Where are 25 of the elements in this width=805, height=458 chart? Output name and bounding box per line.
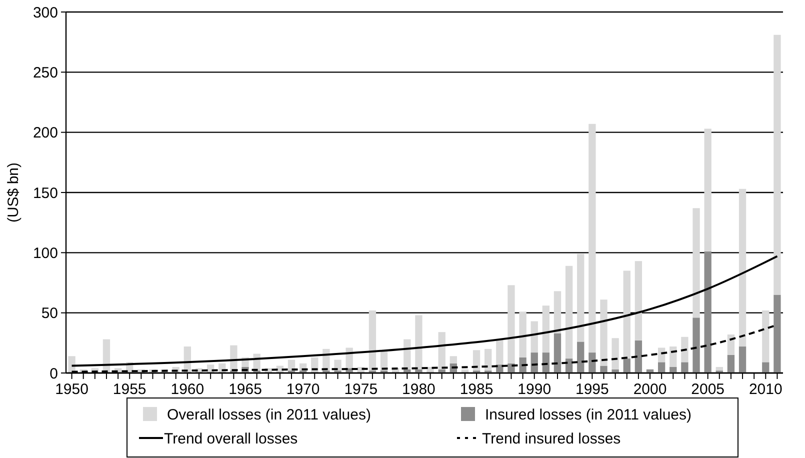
x-tick-label: 1985 bbox=[460, 381, 494, 398]
x-tick-label: 1960 bbox=[170, 381, 204, 398]
y-tick-label: 300 bbox=[32, 4, 58, 22]
y-tick-label: 0 bbox=[50, 365, 58, 382]
x-tick-label: 1995 bbox=[576, 381, 609, 398]
y-tick-label: 100 bbox=[32, 244, 58, 262]
y-tick-label: 50 bbox=[41, 305, 58, 322]
x-tick-label: 1975 bbox=[344, 381, 378, 398]
y-tick-label: 150 bbox=[32, 184, 58, 202]
x-tick-label: 2005 bbox=[691, 381, 725, 398]
y-tick-label: 200 bbox=[32, 124, 58, 142]
x-tick-label: 1950 bbox=[55, 381, 88, 398]
legend-label: Trend overall losses bbox=[164, 430, 298, 448]
y-axis-title: (US$ bn) bbox=[5, 162, 22, 223]
x-tick-label: 1970 bbox=[286, 381, 320, 398]
y-tick-label: 250 bbox=[32, 64, 58, 82]
x-tick-label: 1990 bbox=[518, 381, 552, 398]
legend-label: Overall losses (in 2011 values) bbox=[167, 406, 371, 424]
legend-label: Insured losses (in 2011 values) bbox=[485, 406, 692, 424]
x-tick-label: 1965 bbox=[228, 381, 262, 398]
x-tick-label: 2000 bbox=[633, 381, 667, 398]
x-tick-label: 1980 bbox=[402, 381, 436, 398]
x-tick-label: 2010 bbox=[748, 381, 782, 398]
x-tick-label: 1955 bbox=[112, 381, 146, 398]
legend-label: Trend insured losses bbox=[482, 430, 621, 448]
